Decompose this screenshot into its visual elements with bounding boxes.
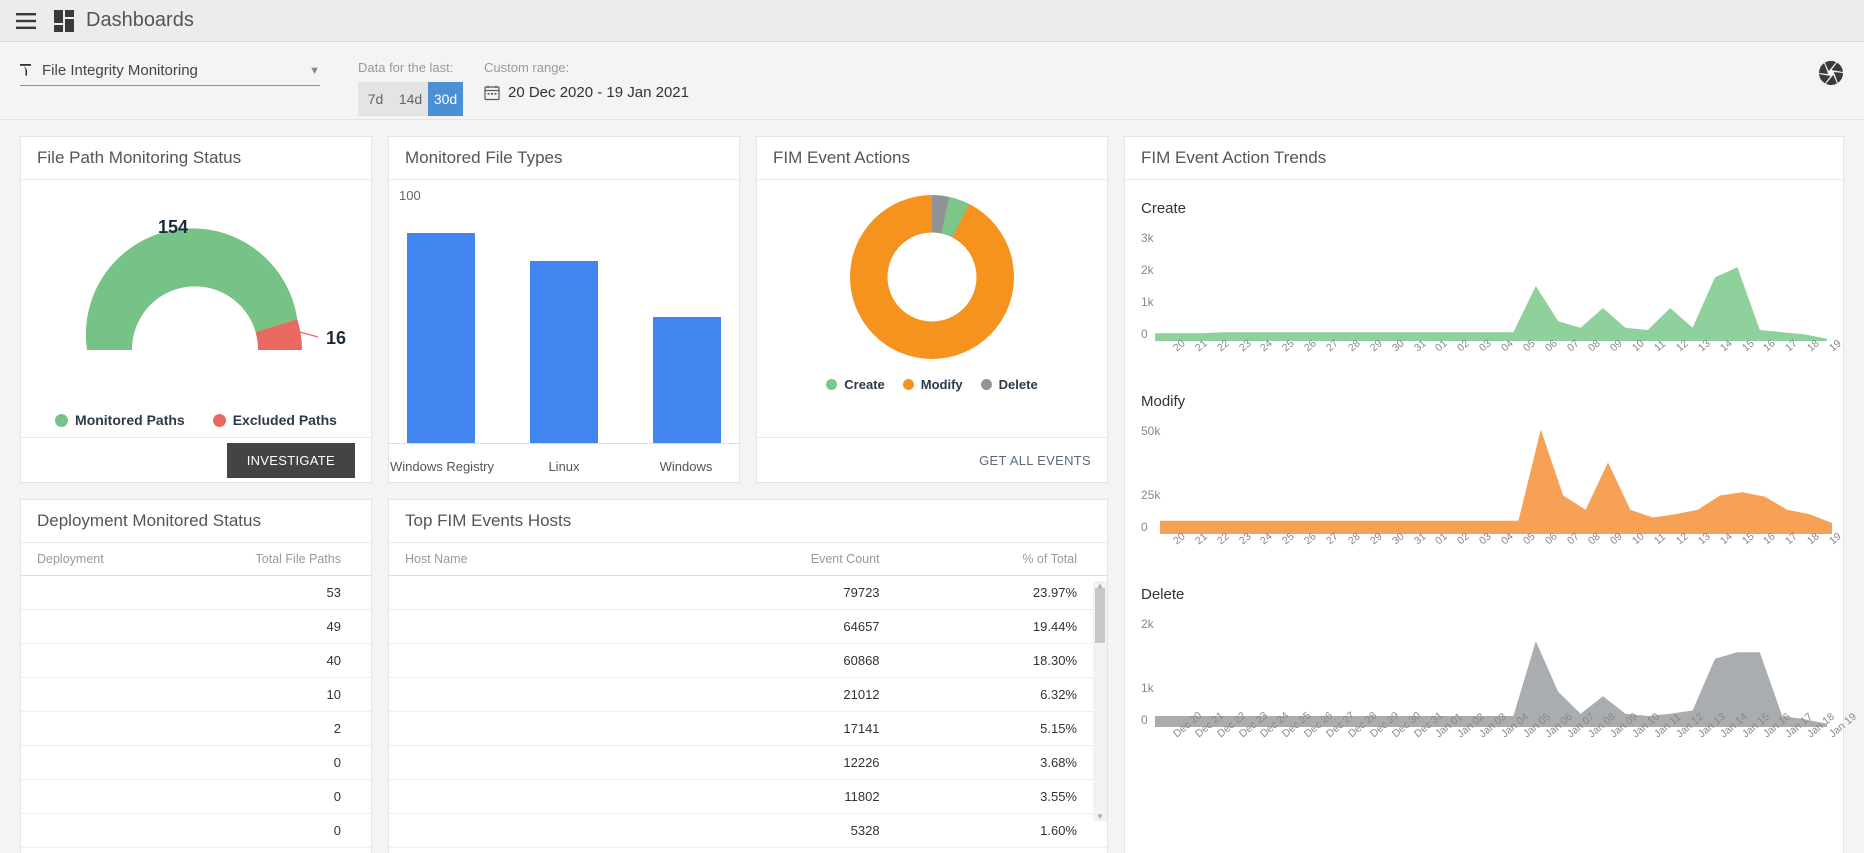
svg-text:154: 154 [158,217,188,237]
svg-text:16: 16 [326,328,346,348]
